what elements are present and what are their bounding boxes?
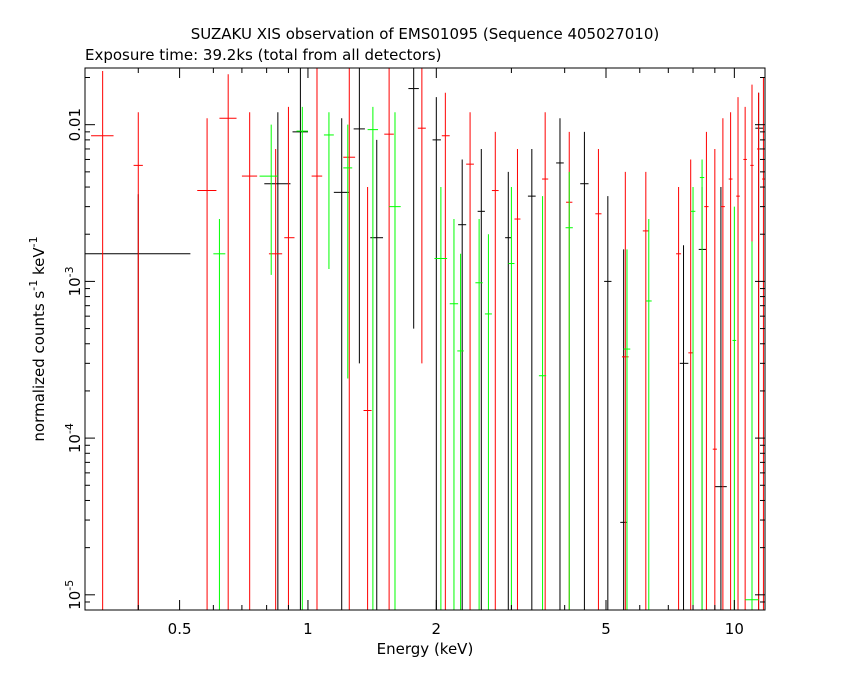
y-tick-label-mantissa-2: 10	[66, 277, 84, 296]
y-tick-label-mantissa-0: 10	[66, 591, 84, 610]
y-tick-label-0: 10-5	[63, 580, 84, 610]
y-axis-label-main: normalized counts s	[30, 291, 48, 442]
y-tick-label-mantissa-3: 0.01	[66, 108, 84, 141]
y-axis-label-exponent-1: -1	[27, 280, 40, 291]
y-tick-label-mantissa-1: 10	[66, 434, 84, 453]
y-axis-label-exponent-2: -1	[27, 236, 40, 247]
y-tick-label-exponent-1: -4	[63, 423, 76, 434]
x-tick-label-0: 0.5	[168, 620, 192, 638]
x-tick-label-2: 2	[432, 620, 442, 638]
x-tick-label-3: 5	[601, 620, 611, 638]
y-axis-label-unit: keV	[30, 247, 48, 280]
series-1	[91, 68, 765, 610]
series-0	[85, 68, 764, 610]
x-tick-label-4: 10	[725, 620, 744, 638]
y-tick-label-2: 10-3	[63, 266, 84, 296]
x-axis-label: Energy (keV)	[377, 640, 474, 658]
y-tick-label-3: 0.01	[66, 108, 84, 141]
y-tick-label-exponent-2: -3	[63, 266, 76, 277]
x-tick-label-1: 1	[303, 620, 313, 638]
chart-title: SUZAKU XIS observation of EMS01095 (Sequ…	[191, 25, 659, 43]
chart-subtitle: Exposure time: 39.2ks (total from all de…	[85, 46, 441, 64]
series-2	[213, 106, 759, 610]
y-tick-label-exponent-0: -5	[63, 580, 76, 591]
plot-marks	[85, 68, 765, 610]
plot-frame	[84, 67, 766, 611]
y-axis-label: normalized counts s-1 keV-1	[27, 236, 48, 441]
y-tick-label-1: 10-4	[63, 423, 84, 453]
